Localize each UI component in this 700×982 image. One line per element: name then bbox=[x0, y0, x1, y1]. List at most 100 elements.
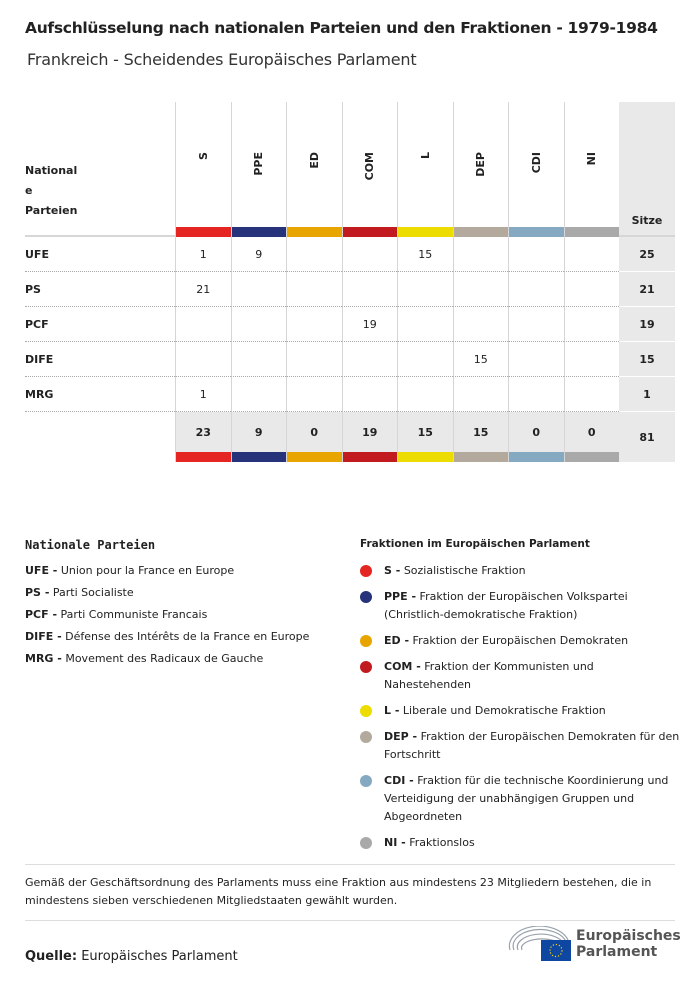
seat-cell: 1 bbox=[175, 377, 231, 412]
group-color-bar bbox=[564, 227, 619, 237]
column-header-s: S bbox=[175, 102, 231, 237]
group-code: DEP - bbox=[384, 730, 418, 743]
group-total-value: 0 bbox=[532, 426, 541, 439]
seat-cell: 19 bbox=[341, 307, 397, 342]
total-header: Sitze bbox=[619, 102, 675, 237]
seat-cell bbox=[452, 237, 508, 272]
party-legend-item: PCF - Parti Communiste Francais bbox=[25, 608, 345, 622]
group-code: PPE - bbox=[384, 590, 417, 603]
group-legend-text: DEP - Fraktion der Europäischen Demokrat… bbox=[384, 728, 680, 764]
group-code: S - bbox=[384, 564, 401, 577]
party-code: MRG - bbox=[25, 652, 62, 665]
group-legend-item: PPE - Fraktion der Europäischen Volkspar… bbox=[360, 588, 680, 624]
group-color-dot-icon bbox=[360, 705, 372, 717]
seat-cell: 21 bbox=[175, 272, 231, 307]
party-legend-title: Nationale Parteien bbox=[25, 538, 156, 552]
group-color-dot-icon bbox=[360, 635, 372, 647]
group-color-bar bbox=[342, 227, 397, 237]
group-total: 0 bbox=[563, 412, 619, 462]
group-color-bar bbox=[509, 227, 564, 237]
group-color-bar bbox=[231, 452, 286, 462]
group-total-value: 15 bbox=[473, 426, 489, 439]
group-color-bar bbox=[176, 452, 231, 462]
group-total: 15 bbox=[397, 412, 453, 462]
group-color-bar bbox=[176, 227, 231, 237]
group-name: Fraktionslos bbox=[405, 836, 475, 849]
seat-cell bbox=[397, 342, 453, 377]
group-color-dot-icon bbox=[360, 775, 372, 787]
party-name: Parti Communiste Francais bbox=[57, 608, 208, 621]
column-header-com: COM bbox=[341, 102, 397, 237]
source-label: Quelle: bbox=[25, 949, 78, 964]
group-color-bar bbox=[287, 227, 342, 237]
row-total: 1 bbox=[619, 377, 675, 412]
seat-cell bbox=[563, 377, 619, 412]
group-code: ED - bbox=[384, 634, 410, 647]
party-label: PS bbox=[25, 272, 175, 307]
seat-cell: 1 bbox=[175, 237, 231, 272]
party-code: PS - bbox=[25, 586, 50, 599]
group-name: Fraktion der Europäischen Demokraten bbox=[409, 634, 629, 647]
party-code: DIFE - bbox=[25, 630, 62, 643]
party-legend-item: UFE - Union pour la France en Europe bbox=[25, 564, 345, 578]
group-color-bar bbox=[453, 452, 508, 462]
column-header-label: ED bbox=[307, 152, 321, 169]
header-row: National e Parteien S PPE ED COM L DEP CDI NI Sitze bbox=[25, 102, 675, 237]
seat-cell bbox=[286, 377, 342, 412]
seat-cell bbox=[508, 307, 564, 342]
seat-cell bbox=[563, 272, 619, 307]
group-legend-item: COM - Fraktion der Kommunisten und Nahes… bbox=[360, 658, 680, 694]
row-total: 15 bbox=[619, 342, 675, 377]
seat-cell: 15 bbox=[452, 342, 508, 377]
party-legend-item: MRG - Movement des Radicaux de Gauche bbox=[25, 652, 345, 666]
row-header: National e Parteien bbox=[25, 102, 175, 237]
seat-cell bbox=[563, 237, 619, 272]
seat-cell bbox=[286, 307, 342, 342]
table-row: PS 21 21 bbox=[25, 272, 675, 307]
group-total: 0 bbox=[508, 412, 564, 462]
source: Quelle: Europäisches Parlament bbox=[25, 949, 238, 964]
group-total-value: 19 bbox=[362, 426, 378, 439]
group-color-bar bbox=[342, 452, 397, 462]
group-total: 9 bbox=[230, 412, 286, 462]
group-total-value: 23 bbox=[195, 426, 211, 439]
seat-cell bbox=[452, 272, 508, 307]
column-header-dep: DEP bbox=[452, 102, 508, 237]
seat-cell bbox=[397, 377, 453, 412]
group-name: Fraktion der Kommunisten und Nahestehend… bbox=[384, 660, 594, 691]
seat-cell bbox=[230, 342, 286, 377]
party-legend: Nationale Parteien UFE - Union pour la F… bbox=[25, 538, 345, 674]
group-color-dot-icon bbox=[360, 661, 372, 673]
group-name: Sozialistische Fraktion bbox=[400, 564, 526, 577]
seat-cell bbox=[175, 307, 231, 342]
party-label: MRG bbox=[25, 377, 175, 412]
group-total: 23 bbox=[175, 412, 231, 462]
logo-line-1: Europäisches bbox=[576, 928, 681, 944]
party-name: Défense des Intérêts de la France en Eur… bbox=[61, 630, 310, 643]
group-color-dot-icon bbox=[360, 731, 372, 743]
chart-title: Aufschlüsselung nach nationalen Parteien… bbox=[25, 19, 658, 37]
table-row: DIFE 15 15 bbox=[25, 342, 675, 377]
party-code: PCF - bbox=[25, 608, 58, 621]
row-header-line: e bbox=[25, 184, 33, 197]
group-legend-item: NI - Fraktionslos bbox=[360, 834, 680, 852]
party-name: Union pour la France en Europe bbox=[57, 564, 235, 577]
group-color-bar bbox=[509, 452, 564, 462]
group-name: Fraktion der Europäischen Demokraten für… bbox=[384, 730, 680, 761]
group-legend-text: ED - Fraktion der Europäischen Demokrate… bbox=[384, 632, 628, 650]
seat-cell bbox=[230, 377, 286, 412]
group-legend-item: L - Liberale und Demokratische Fraktion bbox=[360, 702, 680, 720]
column-header-ed: ED bbox=[286, 102, 342, 237]
seat-cell bbox=[230, 307, 286, 342]
column-header-ppe: PPE bbox=[230, 102, 286, 237]
group-legend-title: Fraktionen im Europäischen Parlament bbox=[360, 538, 590, 550]
group-color-bar bbox=[398, 452, 453, 462]
group-total-value: 0 bbox=[310, 426, 319, 439]
group-color-dot-icon bbox=[360, 565, 372, 577]
column-header-label: L bbox=[418, 152, 432, 160]
seat-cell bbox=[508, 272, 564, 307]
group-code: COM - bbox=[384, 660, 421, 673]
row-total: 21 bbox=[619, 272, 675, 307]
seat-cell bbox=[563, 342, 619, 377]
row-total: 19 bbox=[619, 307, 675, 342]
